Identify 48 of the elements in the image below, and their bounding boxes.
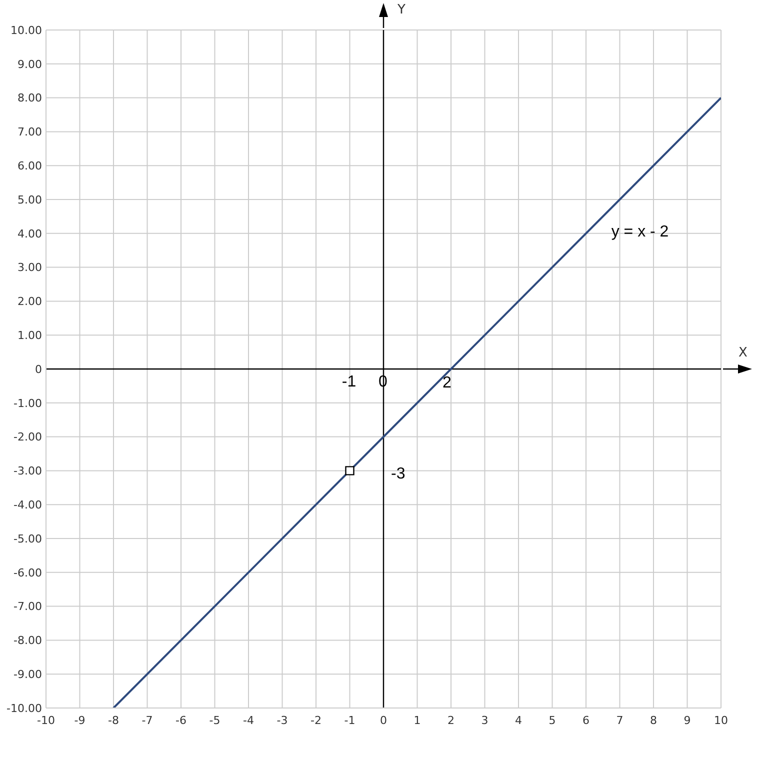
y-tick-label: 10.00	[10, 24, 42, 37]
y-tick-label: -9.00	[14, 668, 42, 682]
y-tick-label: 7.00	[18, 126, 42, 139]
x-tick-label: 0	[380, 714, 387, 727]
x-tick-label: 1	[414, 714, 421, 727]
y-tick-label: -5.00	[14, 532, 42, 546]
y-tick-label: -6.00	[14, 566, 42, 580]
y-tick-label: -7.00	[14, 600, 42, 614]
x-tick-label: 6	[582, 714, 590, 727]
y-tick-label: 2.00	[18, 295, 42, 308]
y-tick-label: 6.00	[18, 160, 42, 173]
x-tick-label: -7	[142, 714, 153, 727]
y-tick-label: -3.00	[14, 464, 42, 478]
y-tick-label: 0	[35, 362, 42, 376]
annotation: 2	[442, 374, 452, 392]
x-tick-label: -4	[243, 714, 254, 727]
x-tick-label: -3	[276, 714, 288, 727]
annotation: -3	[391, 466, 406, 482]
x-tick-label: -9	[74, 714, 86, 727]
x-tick-label: -1	[344, 714, 356, 727]
x-tick-label: 8	[650, 714, 657, 727]
series-label: y = x - 2	[611, 224, 669, 241]
x-tick-label: 7	[616, 714, 624, 727]
x-tick-label: -8	[108, 714, 119, 727]
y-tick-label: -8.00	[14, 634, 42, 648]
x-axis-title: X	[738, 346, 748, 360]
x-tick-label: 5	[548, 714, 556, 727]
x-tick-label: -10	[37, 714, 55, 727]
y-tick-label: 4.00	[18, 227, 42, 240]
y-tick-label: 3.00	[18, 261, 42, 274]
x-tick-label: 10	[714, 714, 728, 727]
x-tick-label: 2	[448, 714, 454, 727]
x-tick-label: -6	[176, 714, 186, 727]
y-tick-label: -10.00	[6, 702, 42, 715]
x-tick-label: 4	[515, 714, 522, 727]
y-tick-label: 1.00	[18, 329, 42, 342]
x-tick-label: -5	[209, 714, 220, 727]
x-tick-label: 3	[481, 714, 488, 727]
y-tick-label: -2.00	[14, 430, 42, 444]
y-axis-title: Y	[396, 2, 406, 18]
y-tick-label: -1.00	[14, 396, 42, 410]
annotation: -1	[342, 374, 356, 390]
x-tick-label: -2	[310, 714, 322, 727]
y-tick-label: -4.00	[14, 498, 42, 512]
y-tick-label: 8.00	[18, 92, 42, 105]
x-tick-label: 9	[684, 714, 691, 727]
y-tick-label: 9.00	[18, 58, 42, 71]
y-tick-label: 5.00	[18, 193, 42, 206]
